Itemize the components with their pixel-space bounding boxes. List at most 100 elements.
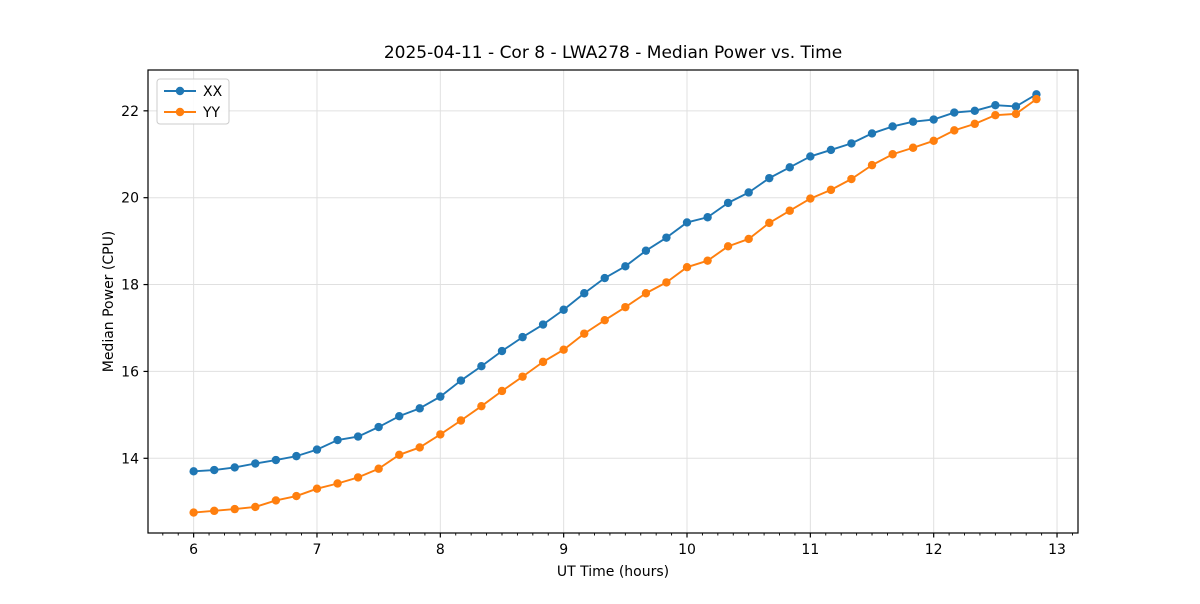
y-tick-label: 20 [121, 191, 139, 207]
plot-border [147, 69, 1079, 534]
data-point-yy [580, 329, 589, 338]
data-point-yy [929, 136, 938, 145]
data-point-xx [210, 465, 219, 475]
x-tick-label: 10 [678, 542, 696, 558]
data-point-xx [723, 198, 733, 208]
data-point-yy [189, 508, 198, 517]
data-point-yy [621, 302, 630, 312]
data-point-yy [333, 479, 342, 488]
legend-label: XX [203, 84, 223, 100]
data-point-xx [1011, 102, 1021, 111]
data-point-xx [847, 139, 856, 148]
data-point-xx [333, 435, 342, 445]
data-point-yy [251, 502, 260, 512]
data-point-yy [765, 218, 774, 228]
y-ticks-layer: 14 16 18 20 22 [121, 104, 148, 467]
data-point-yy [682, 262, 692, 272]
y-tick-label: 16 [121, 364, 139, 380]
data-point-xx [744, 188, 753, 197]
data-point-xx [271, 455, 281, 465]
data-point-xx [970, 106, 979, 116]
data-point-xx [395, 411, 404, 421]
data-point-yy [641, 289, 651, 298]
data-point-xx [436, 392, 445, 401]
data-point-xx [785, 163, 794, 172]
chart-title: 2025-04-11 - Cor 8 - LWA278 - Median Pow… [384, 43, 842, 63]
legend-marker [175, 107, 185, 117]
data-point-yy [662, 278, 671, 287]
data-point-yy [950, 126, 959, 135]
data-point-xx [765, 173, 774, 183]
data-point-xx [662, 233, 671, 242]
data-point-xx [908, 117, 918, 126]
data-point-yy [559, 345, 568, 354]
data-point-yy [847, 174, 856, 184]
data-point-yy [785, 206, 794, 215]
data-point-xx [353, 432, 363, 441]
data-point-xx [518, 332, 527, 342]
data-point-xx [682, 218, 692, 227]
data-point-yy [908, 143, 918, 152]
legend-label: YY [202, 105, 221, 121]
y-tick-label: 22 [121, 104, 139, 120]
data-point-xx [703, 213, 712, 222]
data-point-xx [312, 445, 322, 454]
data-point-xx [641, 246, 651, 255]
data-point-yy [436, 430, 445, 439]
data-point-xx [538, 320, 548, 329]
legend-marker [175, 86, 185, 96]
legend: XX YY [156, 78, 230, 125]
data-point-yy [456, 416, 466, 425]
data-point-yy [806, 194, 815, 203]
data-point-yy [312, 484, 322, 493]
data-point-yy [477, 401, 486, 411]
x-ticks-layer: 6 7 8 9 10 11 12 13 [162, 533, 1073, 558]
data-point-yy [353, 473, 363, 482]
data-point-xx [477, 362, 486, 371]
data-point-yy [518, 372, 527, 381]
data-point-yy [271, 496, 281, 505]
data-point-yy [888, 150, 897, 159]
data-point-xx [251, 459, 260, 468]
x-tick-label: 7 [313, 542, 322, 558]
data-point-yy [230, 504, 239, 514]
data-point-xx [600, 273, 609, 283]
data-point-xx [497, 346, 507, 356]
data-point-xx [806, 152, 815, 161]
data-point-yy [723, 242, 733, 251]
data-point-yy [415, 443, 424, 452]
data-point-xx [292, 451, 301, 461]
data-point-yy [970, 119, 979, 129]
data-point-yy [744, 234, 753, 244]
data-point-xx [456, 376, 466, 385]
data-point-yy [497, 386, 507, 396]
data-point-yy [395, 450, 404, 460]
grid-layer [148, 70, 1078, 533]
data-point-xx [374, 422, 383, 432]
data-point-xx [230, 463, 239, 472]
x-tick-label: 6 [189, 542, 198, 558]
data-point-yy [826, 185, 836, 195]
y-tick-label: 14 [121, 451, 139, 467]
data-point-xx [189, 467, 198, 476]
data-point-yy [991, 110, 1000, 120]
data-point-yy [600, 315, 609, 325]
x-tick-label: 11 [801, 542, 819, 558]
data-point-xx [415, 404, 424, 413]
series-line-xx [193, 93, 1037, 473]
data-point-yy [867, 160, 877, 170]
data-point-yy [703, 256, 712, 265]
x-axis-label: UT Time (hours) [557, 564, 669, 580]
y-tick-label: 18 [121, 278, 139, 294]
y-axis-label: Median Power (CPU) [101, 231, 117, 373]
data-point-xx [929, 115, 938, 124]
data-point-xx [559, 305, 568, 314]
x-tick-label: 8 [436, 542, 445, 558]
data-point-yy [538, 357, 548, 367]
series-layer [189, 90, 1041, 517]
data-point-yy [292, 491, 301, 501]
x-tick-label: 13 [1048, 542, 1066, 558]
data-point-xx [580, 289, 589, 298]
data-point-yy [374, 464, 383, 473]
